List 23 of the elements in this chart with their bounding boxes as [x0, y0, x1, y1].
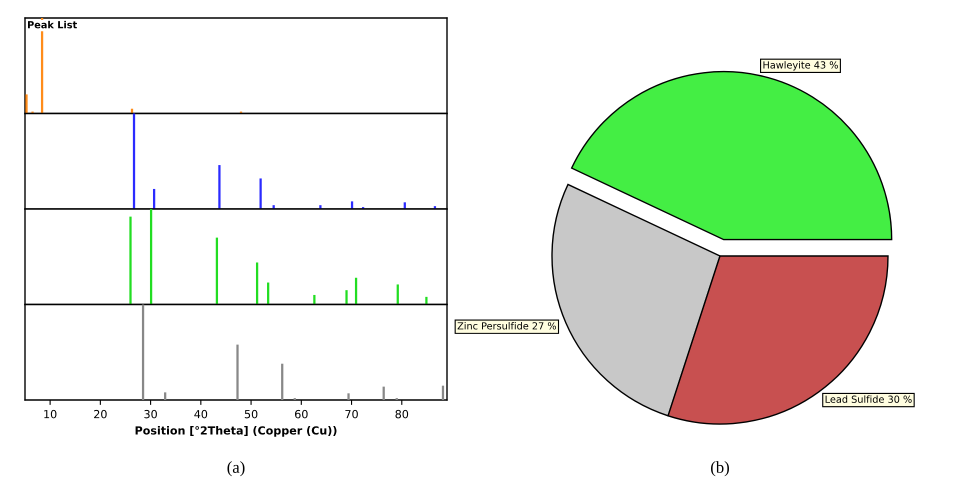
x-tick-label: 50: [244, 410, 258, 418]
x-tick-label: 60: [295, 410, 308, 418]
text: (a): [227, 461, 245, 476]
bar: [164, 392, 166, 400]
slice-label: Hawleyite 43 %: [763, 61, 838, 71]
x-tick-label: 40: [194, 410, 208, 418]
bar: [272, 205, 275, 209]
bar: [281, 364, 284, 400]
x-tick-label: 30: [144, 410, 157, 418]
x-axis-title: Position [°2Theta] (Copper (Cu)): [136, 426, 336, 437]
x-tick-label: 80: [395, 410, 408, 418]
bar: [382, 386, 385, 400]
chart-title: Peak List: [28, 20, 77, 28]
slice-label: Lead Sulfide 30 %: [826, 395, 912, 403]
x-tick-label: 70: [345, 410, 358, 418]
bar: [267, 282, 270, 304]
bar: [404, 202, 406, 209]
x-tick-label: 20: [94, 410, 107, 418]
x-tick-label: 10: [44, 410, 56, 418]
slice-label: Zinc Persulfide 27 %: [458, 322, 556, 330]
bar: [313, 294, 316, 304]
bar: [396, 284, 399, 304]
text: (b): [711, 461, 729, 476]
